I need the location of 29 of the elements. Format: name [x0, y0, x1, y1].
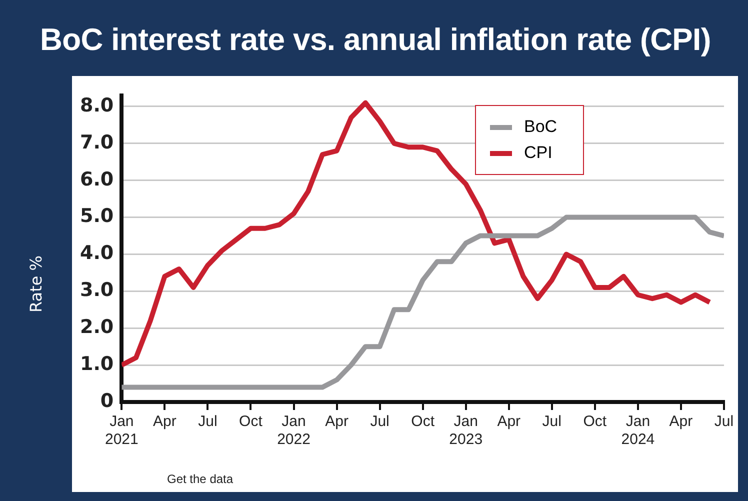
y-tick-label: 8.0 [80, 94, 114, 116]
y-tick-label: 4.0 [80, 242, 114, 264]
y-tick-label: 3.0 [80, 279, 114, 302]
y-tick-label: 6.0 [80, 168, 114, 190]
chart-title: BoC interest rate vs. annual inflation rate (CPI) [40, 22, 711, 58]
x-tick-label: Jan 2023 [449, 413, 483, 448]
y-tick-label: 7.0 [80, 131, 114, 154]
x-tick-label: Oct [583, 413, 608, 430]
x-tick-label: Apr [325, 413, 348, 430]
x-tick-label: Jan 2021 [104, 413, 138, 448]
text: Get the data [167, 472, 234, 486]
y-tick-label: 1.0 [80, 353, 114, 375]
legend-label: BoC [524, 117, 558, 138]
x-tick-label: Apr [153, 413, 176, 430]
y-axis-title: Rate % [26, 256, 46, 312]
y-tick-label: 5.0 [80, 205, 114, 228]
x-tick-label: Apr [497, 413, 521, 430]
x-tick-label: Jul [714, 413, 734, 430]
x-tick-label: Jan 2024 [621, 413, 655, 448]
x-tick-label: Apr [669, 413, 693, 430]
y-tick-label: 2.0 [80, 316, 114, 338]
legend-label: CPI [524, 143, 552, 164]
x-tick-label: Jul [198, 413, 218, 430]
x-tick-label: Oct [411, 413, 436, 430]
x-tick-label: Oct [239, 413, 264, 430]
y-tick-label: 0 [100, 390, 114, 412]
x-tick-label: Jul [370, 413, 390, 430]
x-tick-label: Jul [542, 413, 562, 430]
x-tick-label: Jan 2022 [277, 413, 310, 448]
